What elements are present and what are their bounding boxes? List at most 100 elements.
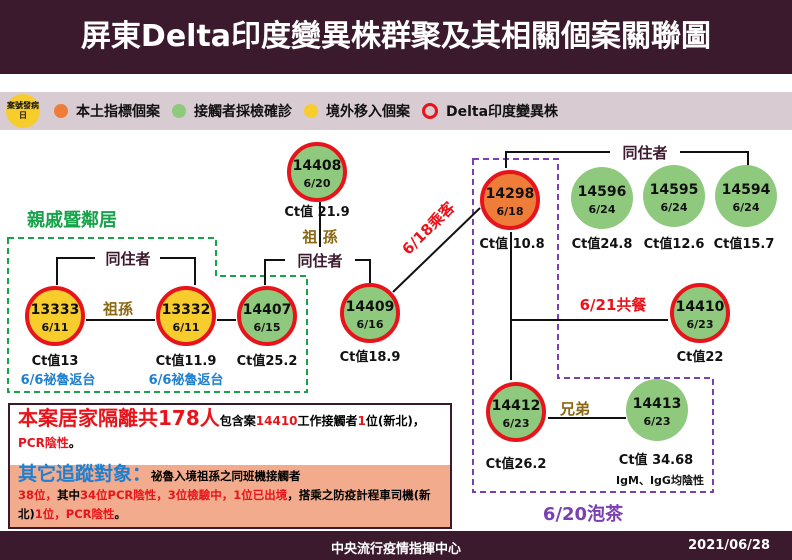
case-ct: Ct值25.2 — [237, 353, 298, 369]
grand-label: 祖 孫 — [301, 228, 337, 246]
text: 1位已出境 — [233, 488, 288, 502]
footer: 中央流行疫情指揮中心 2021/06/28 — [0, 531, 792, 560]
text: PCR陰性 — [18, 436, 69, 450]
case-id: 14413 — [633, 396, 682, 412]
legend: 案號發病日 本土指標個案 接觸者採檢確診 境外移入個案 Delta印度變異株 — [0, 92, 792, 130]
yellow-dot-icon — [304, 104, 318, 118]
case-circle — [156, 286, 216, 346]
footer-date: 2021/06/28 — [688, 538, 770, 553]
case-ab: IgM、IgG均陰性 — [616, 473, 704, 487]
cohabit-label: 同住者 — [297, 252, 342, 270]
case-onset-date: 6/16 — [357, 318, 384, 331]
case-circle — [340, 283, 400, 343]
quarantine-count: 本案居家隔離共178人 — [18, 406, 220, 430]
case-onset-date: 6/18 — [497, 205, 524, 218]
case-node-14409: 14409 6/16 Ct值18.9 — [340, 283, 400, 365]
case-onset-date: 6/23 — [644, 415, 671, 428]
text: 34位PCR陰性，3位檢驗中， — [80, 488, 234, 502]
footer-org: 中央流行疫情指揮中心 — [330, 542, 461, 557]
text: 祕魯入境祖孫之同班機接觸者 — [151, 469, 301, 483]
case-onset-date: 6/24 — [733, 201, 760, 214]
green-dot-icon — [172, 104, 186, 118]
case-onset-date: 6/11 — [173, 321, 200, 334]
relatives-label: 親戚暨鄰居 — [27, 209, 117, 231]
text: 工作接觸者 — [297, 414, 358, 428]
legend-badge: 案號發病日 — [6, 94, 40, 128]
summary-box: 本案居家隔離共178人包含案14410工作接觸者1位(新北)， PCR陰性。 其它… — [8, 403, 452, 529]
legend-local: 本土指標個案 — [76, 104, 160, 120]
text: 38位， — [18, 488, 58, 502]
case-ct: Ct值13 — [32, 353, 79, 369]
case-circle — [670, 283, 730, 343]
case-note: 6/6祕魯返台 — [21, 372, 96, 388]
text: ，搭乘之防疫計程車司機(新北) — [18, 488, 431, 521]
case-id: 13333 — [31, 302, 80, 318]
case-onset-date: 6/20 — [304, 177, 331, 190]
text: 14410 — [255, 414, 298, 428]
case-circle — [480, 170, 540, 230]
legend-imported: 境外移入個案 — [326, 104, 410, 120]
case-node-14410: 14410 6/23 Ct值22 — [670, 283, 730, 365]
case-circle — [237, 286, 297, 346]
case-circle — [287, 142, 347, 202]
legend-delta: Delta印度變異株 — [446, 104, 559, 120]
case-node-14596: 14596 6/24 Ct值24.8 — [571, 167, 633, 252]
case-circle — [486, 382, 546, 442]
case-id: 14594 — [722, 182, 771, 198]
brothers-label: 兄弟 — [559, 400, 590, 418]
case-circle — [571, 167, 633, 229]
case-id: 14409 — [346, 299, 395, 315]
text: 。 — [114, 507, 127, 521]
case-id: 14410 — [676, 299, 725, 315]
case-ct: Ct值15.7 — [714, 236, 775, 252]
case-node-13333: 13333 6/11 Ct值13 6/6祕魯返台 — [21, 286, 96, 388]
tracking-summary: 其它追蹤對象：祕魯入境祖孫之同班機接觸者 38位，其中34位PCR陰性，3位檢驗中… — [10, 465, 450, 527]
cohabit-label: 同住者 — [105, 250, 150, 268]
case-id: 14412 — [492, 398, 541, 414]
relatives-group-box — [7, 237, 308, 393]
cohabit-label: 同住者 — [622, 144, 667, 162]
case-node-14412: 14412 6/23 Ct值26.2 — [486, 382, 547, 472]
text: 1位，PCR陰性 — [34, 507, 115, 521]
case-id: 14408 — [293, 158, 342, 174]
case-onset-date: 6/15 — [254, 321, 281, 334]
case-ct: Ct值22 — [677, 349, 724, 365]
case-id: 14298 — [486, 186, 535, 202]
case-ct: Ct值24.8 — [572, 236, 633, 252]
case-id: 13332 — [162, 302, 211, 318]
case-circle — [626, 379, 688, 441]
case-onset-date: 6/24 — [589, 203, 616, 216]
case-node-14413: 14413 6/23 Ct值 34.68 IgM、IgG均陰性 — [616, 379, 704, 487]
case-node-13332: 13332 6/11 Ct值11.9 6/6祕魯返台 — [149, 286, 223, 388]
case-onset-date: 6/23 — [687, 318, 714, 331]
text: 。 — [68, 436, 81, 450]
text: 位(新北)， — [365, 414, 425, 428]
case-node-14594: 14594 6/24 Ct值15.7 — [714, 165, 777, 252]
case-circle — [25, 286, 85, 346]
case-node-14595: 14595 6/24 Ct值12.6 — [643, 165, 705, 252]
meal-label: 6/21共餐 — [580, 296, 648, 314]
ride-label: 6/18乘客 — [398, 198, 459, 259]
tea-group-box — [472, 158, 714, 493]
legend-contact: 接觸者採檢確診 — [194, 104, 292, 120]
case-node-14407: 14407 6/15 Ct值25.2 — [237, 286, 298, 369]
tracking-title: 其它追蹤對象： — [18, 463, 152, 485]
connector-lines — [56, 151, 749, 419]
text: 包含案 — [219, 414, 256, 428]
case-onset-date: 6/11 — [42, 321, 69, 334]
case-circle — [643, 165, 705, 227]
case-onset-date: 6/23 — [503, 417, 530, 430]
case-ct: Ct值 21.9 — [284, 204, 349, 220]
case-onset-date: 6/24 — [661, 201, 688, 214]
case-node-14408: 14408 6/20 Ct值 21.9 — [284, 142, 350, 220]
grand-label: 祖孫 — [102, 300, 133, 318]
orange-dot-icon — [54, 104, 68, 118]
case-node-14298: 14298 6/18 Ct值 10.8 — [479, 170, 545, 252]
text: 其中 — [57, 488, 81, 502]
case-ct: Ct值12.6 — [644, 236, 705, 252]
case-ct: Ct值26.2 — [486, 456, 547, 472]
red-ring-icon — [422, 103, 438, 119]
case-id: 14407 — [243, 302, 292, 318]
case-ct: Ct值 34.68 — [619, 452, 693, 468]
